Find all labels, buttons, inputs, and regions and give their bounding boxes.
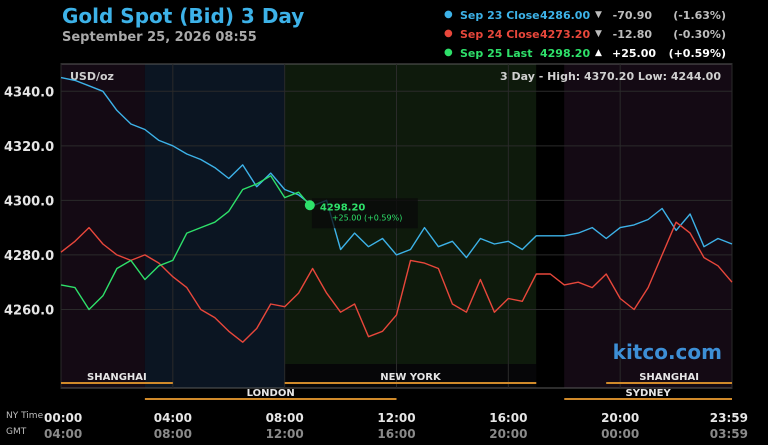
bullet-icon: ● bbox=[444, 47, 453, 58]
x-tick-label-gmt: 20:00 bbox=[489, 427, 527, 441]
series-line-sep25 bbox=[60, 175, 311, 311]
y-tick-label: 4260.0 bbox=[4, 303, 54, 318]
legend-item: ● Sep 23 Close 4286.00 ▼ -70.90 (-1.63%) bbox=[440, 9, 750, 28]
closed-shade bbox=[536, 64, 565, 388]
session-label: SHANGHAI bbox=[639, 372, 699, 383]
unit-label: USD/oz bbox=[70, 70, 114, 83]
session-label: NEW YORK bbox=[380, 372, 442, 383]
legend-percent: (-0.30%) bbox=[673, 28, 726, 41]
chart-title: Gold Spot (Bid) 3 Day bbox=[62, 4, 305, 28]
last-price-box bbox=[311, 198, 418, 229]
x-tick-label-gmt: 16:00 bbox=[377, 427, 415, 441]
legend-price: 4273.20 bbox=[540, 28, 591, 41]
bullet-icon: ● bbox=[444, 28, 453, 39]
legend-price: 4286.00 bbox=[540, 9, 591, 22]
gmt-label: GMT bbox=[6, 427, 27, 437]
legend-change: -12.80 bbox=[612, 28, 652, 41]
london-shade bbox=[144, 64, 285, 388]
x-tick-label-gmt: 08:00 bbox=[154, 427, 192, 441]
x-tick-label-ny: 00:00 bbox=[44, 411, 82, 425]
x-tick-label-ny: 20:00 bbox=[601, 411, 639, 425]
y-tick-label: 4320.0 bbox=[4, 140, 54, 155]
bullet-icon: ● bbox=[444, 9, 453, 20]
x-tick-label-gmt: 12:00 bbox=[266, 427, 304, 441]
legend-label: Sep 25 Last bbox=[460, 47, 533, 60]
y-tick-label: 4340.0 bbox=[4, 85, 54, 100]
legend: ● Sep 23 Close 4286.00 ▼ -70.90 (-1.63%)… bbox=[440, 9, 750, 66]
legend-percent: (+0.59%) bbox=[668, 47, 726, 60]
x-tick-label-ny: 08:00 bbox=[266, 411, 304, 425]
asia-shade bbox=[564, 64, 732, 388]
y-tick-label: 4280.0 bbox=[4, 249, 54, 264]
series-line-sep23 bbox=[60, 76, 733, 259]
chart-datetime: September 25, 2026 08:55 bbox=[62, 30, 257, 45]
y-tick-label: 4300.0 bbox=[4, 194, 54, 209]
legend-price: 4298.20 bbox=[540, 47, 591, 60]
session-label: SYDNEY bbox=[626, 388, 672, 399]
legend-item: ● Sep 25 Last 4298.20 ▲ +25.00 (+0.59%) bbox=[440, 47, 750, 66]
x-tick-label-ny: 04:00 bbox=[154, 411, 192, 425]
x-tick-label-gmt: 04:00 bbox=[44, 427, 82, 441]
legend-percent: (-1.63%) bbox=[673, 9, 726, 22]
last-change-label: +25.00 (+0.59%) bbox=[332, 213, 403, 222]
x-tick-label-ny: 12:00 bbox=[377, 411, 415, 425]
legend-label: Sep 23 Close bbox=[460, 9, 540, 22]
x-tick-label-ny: 16:00 bbox=[489, 411, 527, 425]
arrow-down-icon: ▼ bbox=[595, 10, 602, 20]
session-label: SHANGHAI bbox=[87, 372, 147, 383]
legend-change: -70.90 bbox=[612, 9, 652, 22]
last-price-label: 4298.20 bbox=[320, 202, 366, 213]
last-price-marker bbox=[304, 200, 315, 211]
x-tick-label-gmt: 03:59 bbox=[710, 427, 748, 441]
ny-time-label: NY Time bbox=[6, 411, 44, 421]
watermark-logo: kitco.com bbox=[613, 340, 722, 364]
legend-item: ● Sep 24 Close 4273.20 ▼ -12.80 (-0.30%) bbox=[440, 28, 750, 47]
legend-label: Sep 24 Close bbox=[460, 28, 540, 41]
x-tick-label-gmt: 00:00 bbox=[601, 427, 639, 441]
arrow-up-icon: ▲ bbox=[595, 48, 602, 58]
range-text: 3 Day - High: 4370.20 Low: 4244.00 bbox=[500, 70, 721, 83]
arrow-down-icon: ▼ bbox=[595, 29, 602, 39]
x-tick-label-ny: 23:59 bbox=[710, 411, 748, 425]
legend-change: +25.00 bbox=[612, 47, 657, 60]
shanghai-shade bbox=[61, 64, 145, 388]
session-label: LONDON bbox=[247, 388, 295, 399]
series-line-sep24 bbox=[60, 221, 733, 343]
